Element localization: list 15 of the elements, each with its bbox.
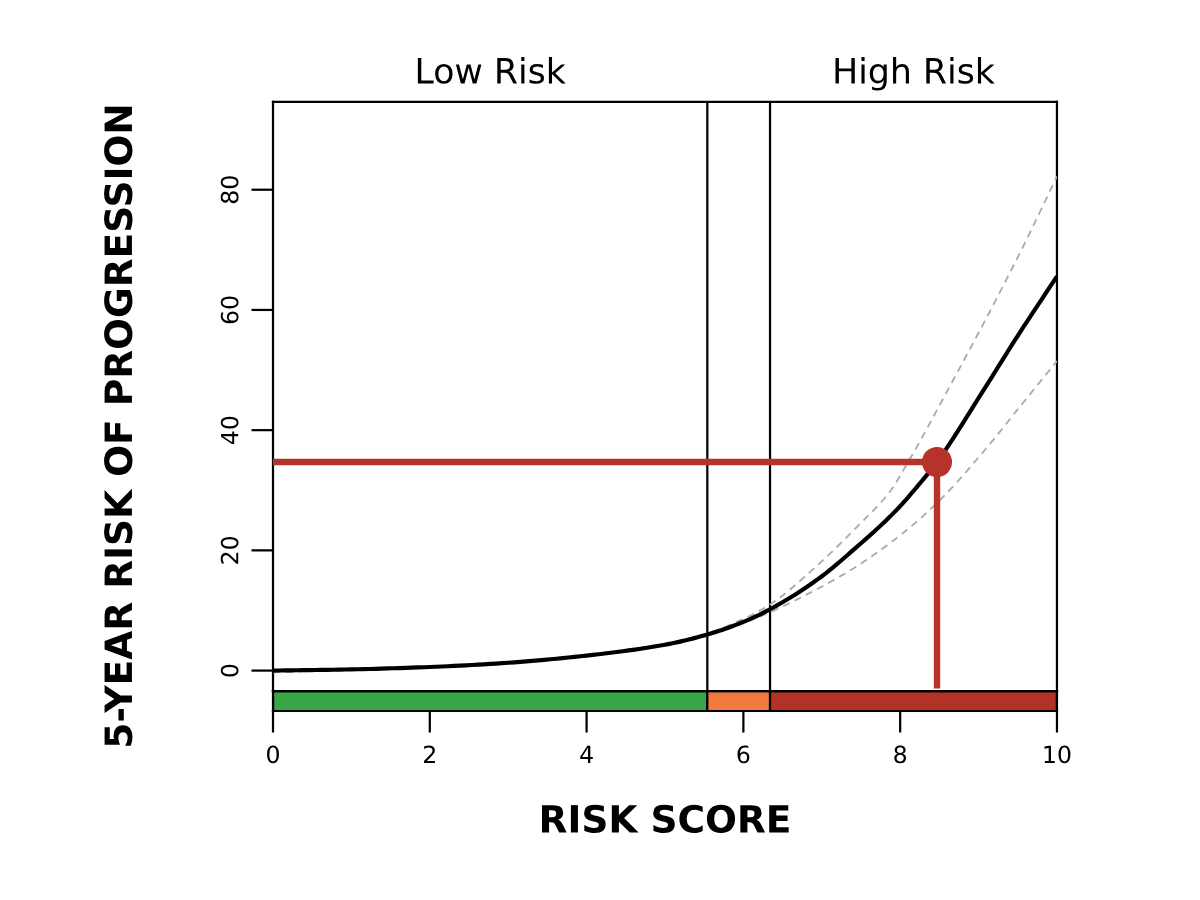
text: High Risk: [835, 57, 995, 91]
y-tick-label: 0: [220, 664, 239, 677]
y-tick-label: 40: [220, 416, 239, 445]
x-tick-label: 10: [1044, 745, 1071, 764]
x-tick-label: 6: [737, 745, 750, 764]
x-tick-label: 2: [424, 745, 435, 763]
x-tick-label: 4: [580, 745, 593, 763]
text: Low Risk: [417, 57, 566, 84]
x-tick-label: 8: [894, 745, 907, 764]
y-axis-title: 5-YEAR RISK OF PROGRESSION: [104, 106, 133, 746]
y-tick-label: 80: [220, 176, 239, 204]
x-tick-label: 0: [267, 745, 279, 764]
x-axis-title: RISK SCORE: [542, 804, 789, 834]
y-tick-label: 20: [220, 536, 239, 564]
y-tick-label: 60: [220, 296, 239, 324]
